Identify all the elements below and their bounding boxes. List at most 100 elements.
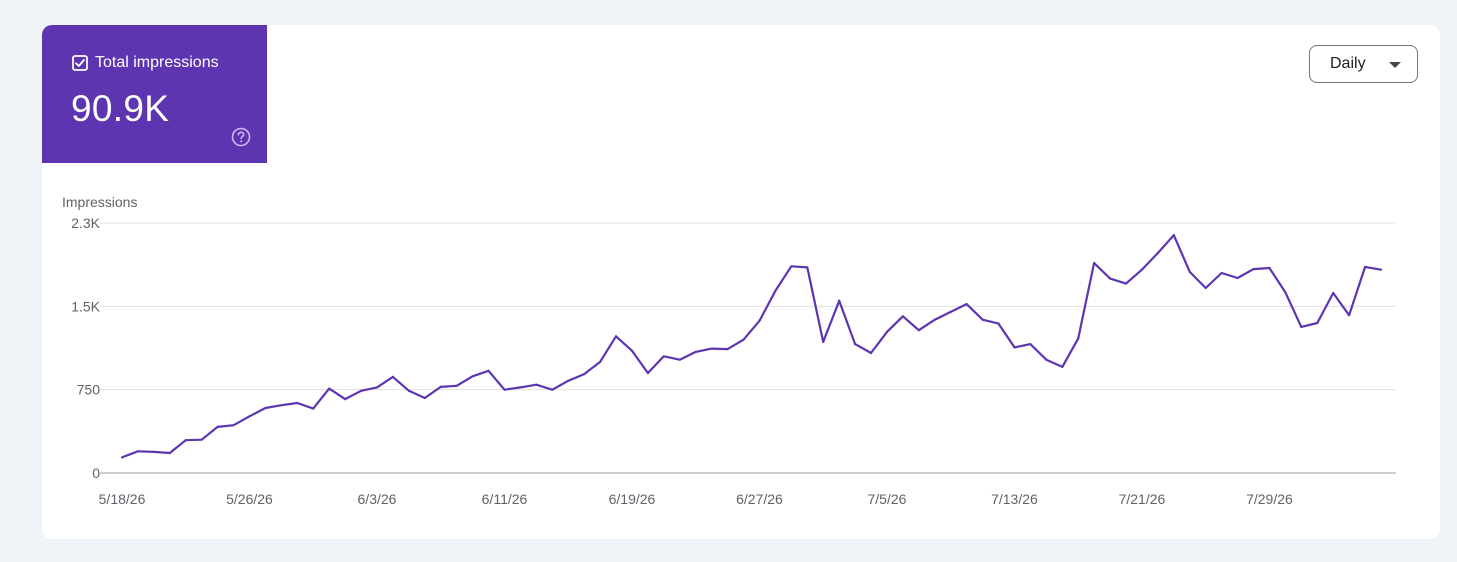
data-point[interactable] (1204, 286, 1207, 290)
data-point[interactable] (917, 329, 920, 332)
data-point[interactable] (455, 384, 458, 387)
data-point[interactable] (1172, 234, 1175, 237)
data-point[interactable] (1061, 365, 1064, 368)
data-point[interactable] (1363, 265, 1367, 268)
data-point[interactable] (901, 315, 904, 318)
data-point[interactable] (1300, 325, 1303, 328)
data-point[interactable] (774, 289, 777, 292)
data-point[interactable] (248, 415, 251, 418)
data-point[interactable] (1252, 268, 1255, 271)
data-point[interactable] (1140, 268, 1144, 271)
data-point[interactable] (1013, 346, 1016, 349)
data-point[interactable] (614, 335, 618, 338)
data-point[interactable] (790, 265, 793, 268)
data-point[interactable] (981, 318, 984, 321)
data-point[interactable] (567, 379, 570, 382)
data-point[interactable] (742, 338, 745, 341)
y-tick-label: 750 (77, 382, 101, 398)
data-point[interactable] (965, 303, 968, 306)
impressions-series-line[interactable] (121, 234, 1382, 459)
data-point[interactable] (1236, 276, 1239, 280)
data-point[interactable] (232, 424, 235, 427)
data-point[interactable] (758, 319, 761, 322)
data-point[interactable] (439, 385, 442, 388)
impressions-chart: 0 750 1.5K 2.3K 5/18/26 5/26/26 6/3/26 6/11/26… (42, 25, 1440, 539)
data-point[interactable] (503, 388, 506, 391)
x-tick-label: 7/29/26 (1246, 491, 1293, 507)
data-point[interactable] (1156, 251, 1159, 255)
data-point[interactable] (280, 404, 283, 407)
data-point[interactable] (120, 456, 124, 459)
data-point[interactable] (216, 425, 219, 428)
data-point[interactable] (997, 322, 1000, 325)
data-point[interactable] (1108, 277, 1112, 280)
x-tick-label: 7/5/26 (867, 491, 906, 507)
data-point[interactable] (264, 406, 267, 410)
data-point[interactable] (1124, 282, 1128, 285)
data-point[interactable] (1268, 266, 1271, 270)
x-tick-label: 7/21/26 (1119, 491, 1166, 507)
data-point[interactable] (949, 310, 952, 313)
data-point[interactable] (551, 388, 554, 391)
data-point[interactable] (1077, 337, 1080, 340)
data-point[interactable] (1348, 314, 1351, 317)
data-point[interactable] (152, 450, 155, 453)
data-point[interactable] (1029, 343, 1032, 346)
data-point[interactable] (487, 369, 490, 372)
data-point[interactable] (375, 386, 379, 389)
y-tick-label: 2.3K (71, 215, 100, 231)
data-point[interactable] (423, 396, 426, 400)
x-tick-label: 6/11/26 (482, 491, 528, 507)
data-point[interactable] (344, 398, 347, 401)
data-point[interactable] (1093, 261, 1096, 265)
x-tick-label: 6/3/26 (358, 491, 397, 507)
data-point[interactable] (1188, 270, 1191, 273)
data-point[interactable] (838, 299, 841, 302)
data-point[interactable] (1379, 268, 1383, 271)
y-tick-label: 1.5K (71, 298, 100, 314)
y-tick-label: 0 (92, 465, 100, 481)
metric-value: 90.9K (71, 88, 170, 129)
data-point[interactable] (822, 340, 825, 343)
data-point[interactable] (168, 451, 171, 455)
data-point[interactable] (1316, 321, 1319, 325)
data-point[interactable] (1220, 271, 1223, 275)
checkbox-checked-icon[interactable] (72, 55, 88, 71)
data-point[interactable] (885, 330, 889, 333)
data-point[interactable] (710, 347, 713, 350)
data-point[interactable] (1284, 291, 1287, 294)
data-point[interactable] (806, 266, 809, 269)
data-point[interactable] (200, 438, 203, 441)
data-point[interactable] (296, 401, 299, 405)
data-point[interactable] (646, 371, 650, 375)
data-point[interactable] (678, 358, 681, 361)
help-circle-icon[interactable] (230, 126, 252, 148)
data-point[interactable] (1045, 358, 1048, 361)
data-point[interactable] (519, 386, 522, 389)
granularity-selected: Daily (1330, 55, 1366, 72)
data-point[interactable] (328, 387, 331, 390)
total-impressions-tile[interactable]: Total impressions 90.9K (42, 25, 267, 163)
caret-down-icon (1389, 62, 1401, 68)
data-point[interactable] (136, 450, 140, 453)
granularity-dropdown[interactable]: Daily (1309, 45, 1418, 83)
chart-svg: 0 750 1.5K 2.3K 5/18/26 5/26/26 6/3/26 6/11/26… (62, 194, 1396, 507)
x-tick-label: 6/19/26 (609, 491, 656, 507)
data-point[interactable] (599, 360, 602, 363)
data-point[interactable] (694, 350, 697, 353)
data-point[interactable] (662, 355, 665, 358)
data-point[interactable] (471, 375, 474, 378)
data-point[interactable] (583, 373, 586, 376)
data-point[interactable] (407, 389, 410, 392)
data-point[interactable] (853, 343, 857, 346)
data-point[interactable] (1332, 291, 1335, 295)
data-point[interactable] (630, 349, 634, 352)
data-point[interactable] (726, 348, 729, 351)
data-point[interactable] (312, 407, 315, 410)
data-point[interactable] (359, 389, 363, 392)
data-point[interactable] (184, 439, 187, 442)
data-point[interactable] (391, 375, 395, 378)
data-point[interactable] (869, 351, 873, 355)
data-point[interactable] (535, 383, 538, 386)
data-point[interactable] (933, 318, 936, 321)
